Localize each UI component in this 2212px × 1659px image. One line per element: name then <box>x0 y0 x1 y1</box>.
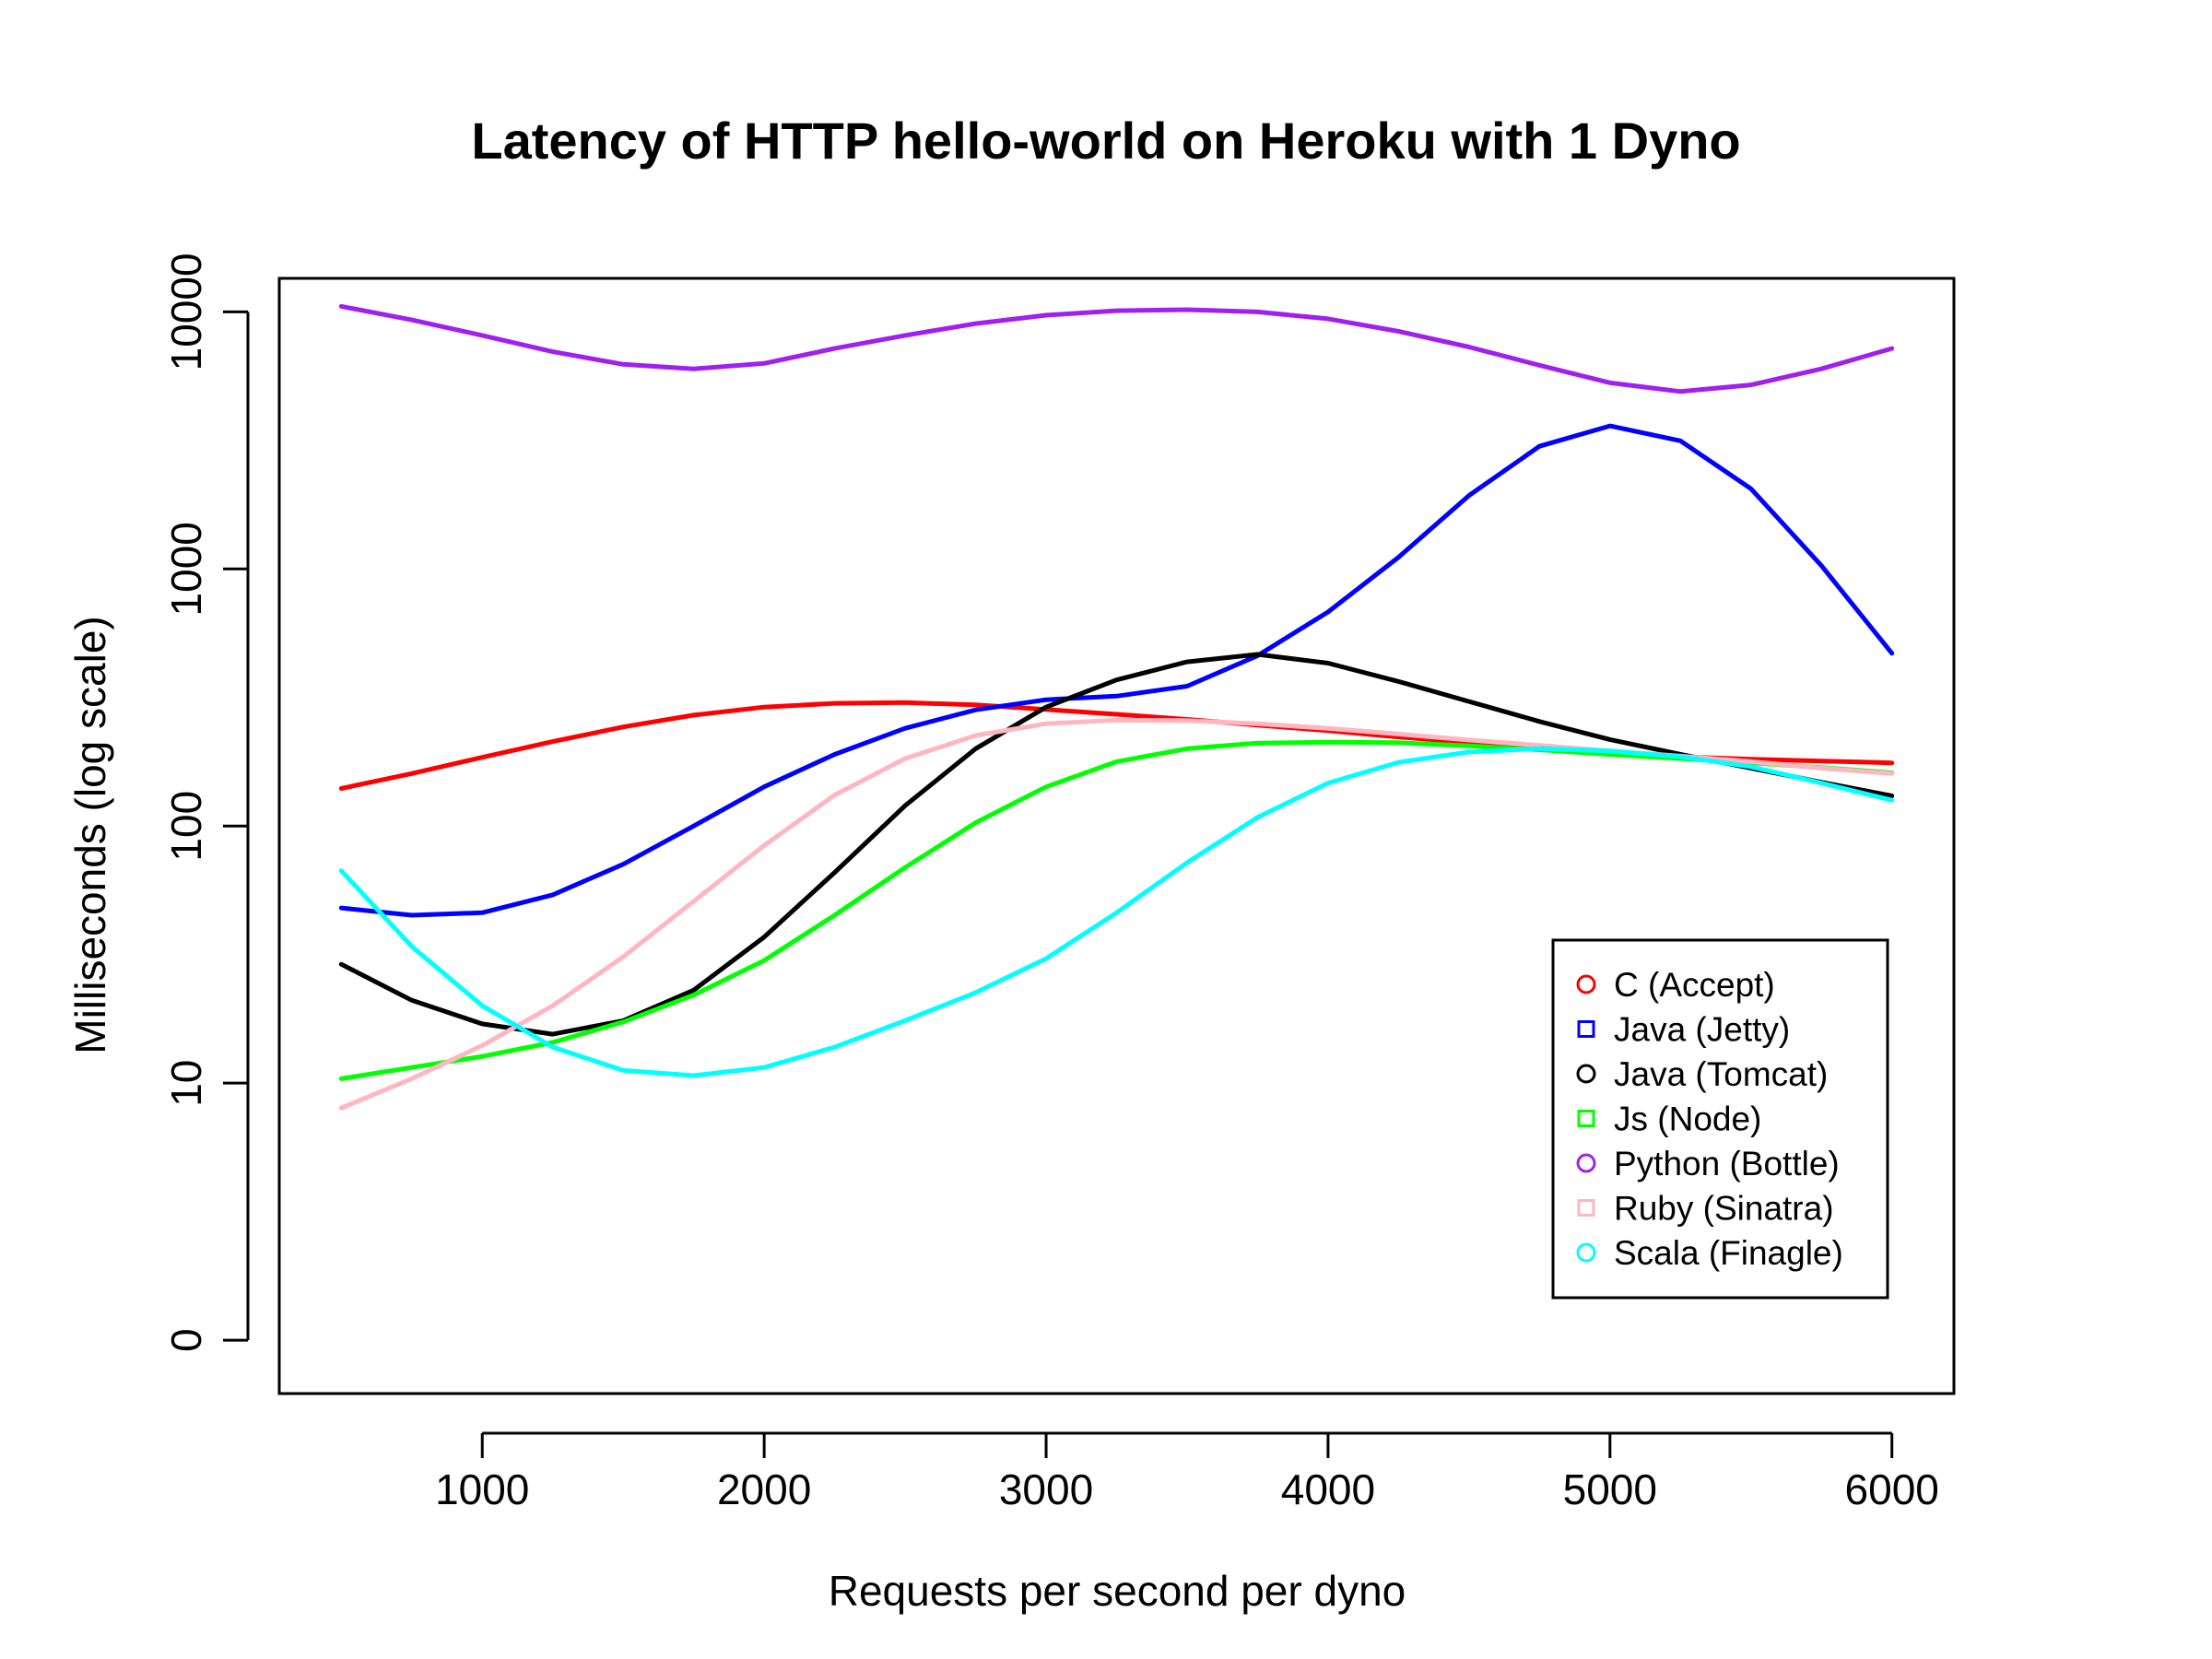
legend-label-3: Js (Node) <box>1614 1100 1761 1138</box>
x-tick-label-3: 4000 <box>1281 1465 1375 1513</box>
y-tick-label-1: 10 <box>162 1060 210 1107</box>
series-line-4 <box>338 303 1895 394</box>
y-tick-label-0: 0 <box>162 1328 210 1352</box>
x-tick-label-5: 6000 <box>1845 1465 1939 1513</box>
chart-title: Latency of HTTP hello-world on Heroku wi… <box>471 112 1740 170</box>
legend: C (Accept) Java (Jetty) Java (Tomcat) Js (N… <box>1551 938 1889 1300</box>
x-tick-label-0: 1000 <box>435 1465 529 1513</box>
legend-label-1: Java (Jetty) <box>1614 1011 1790 1049</box>
x-tick-label-1: 2000 <box>717 1465 811 1513</box>
legend-items: C (Accept) Java (Jetty) Java (Tomcat) Js (N… <box>1576 966 1843 1272</box>
y-tick-label-4: 10000 <box>162 253 210 371</box>
y-axis-label: Milliseconds (log scale) <box>66 616 114 1054</box>
x-tick-label-2: 3000 <box>999 1465 1093 1513</box>
y-tick-label-2: 100 <box>162 791 210 862</box>
legend-label-0: C (Accept) <box>1614 966 1775 1004</box>
legend-marker-2 <box>1576 1064 1596 1084</box>
legend-marker-6 <box>1576 1242 1596 1263</box>
x-tick-label-4: 5000 <box>1563 1465 1657 1513</box>
x-axis: 1000 2000 3000 4000 5000 6000 <box>435 1431 1939 1513</box>
legend-marker-0 <box>1576 974 1596 994</box>
y-tick-label-3: 1000 <box>162 522 210 616</box>
series-lines <box>338 303 1895 1111</box>
legend-box <box>1551 938 1889 1300</box>
series-line-0 <box>338 700 1895 791</box>
series-line-3 <box>338 739 1895 1081</box>
plot-frame <box>277 276 1956 1395</box>
legend-marker-5 <box>1577 1199 1595 1217</box>
legend-marker-3 <box>1577 1110 1595 1127</box>
series-line-1 <box>338 423 1895 918</box>
legend-marker-4 <box>1576 1153 1596 1173</box>
legend-label-5: Ruby (Sinatra) <box>1614 1190 1834 1228</box>
legend-label-6: Scala (Finagle) <box>1614 1234 1843 1272</box>
series-line-6 <box>338 746 1895 1078</box>
legend-label-4: Python (Bottle) <box>1614 1145 1840 1182</box>
legend-label-2: Java (Tomcat) <box>1614 1055 1828 1093</box>
y-axis: 0 10 100 1000 10000 <box>162 253 250 1352</box>
x-axis-label: Requests per second per dyno <box>829 1567 1406 1615</box>
legend-marker-1 <box>1577 1020 1595 1038</box>
series-line-2 <box>338 652 1895 1037</box>
